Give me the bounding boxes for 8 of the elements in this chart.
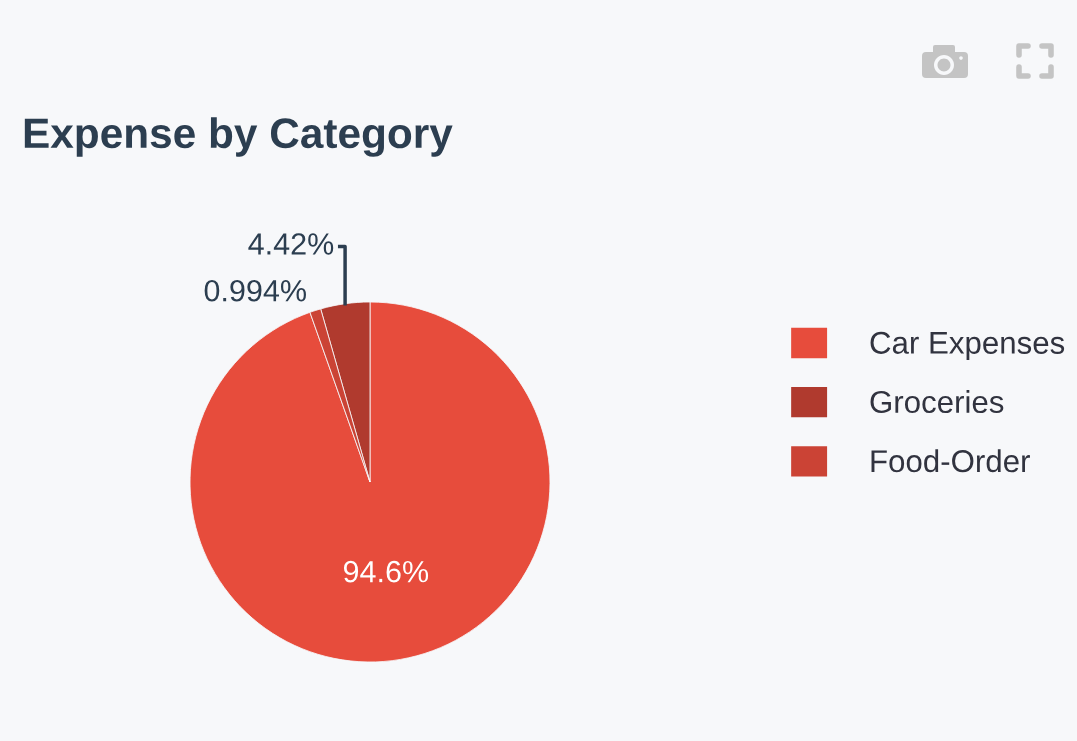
legend-label: Food-Order <box>871 449 1030 473</box>
data-label: 94.6% <box>343 560 429 583</box>
data-label: 0.994% <box>204 279 306 302</box>
legend-label: Car Expenses <box>870 331 1065 361</box>
pie-slice <box>189 301 551 663</box>
chart-title: Expense by Category <box>24 117 453 157</box>
data-label: 4.42% <box>248 233 334 255</box>
legend-label: Groceries <box>870 390 1004 414</box>
